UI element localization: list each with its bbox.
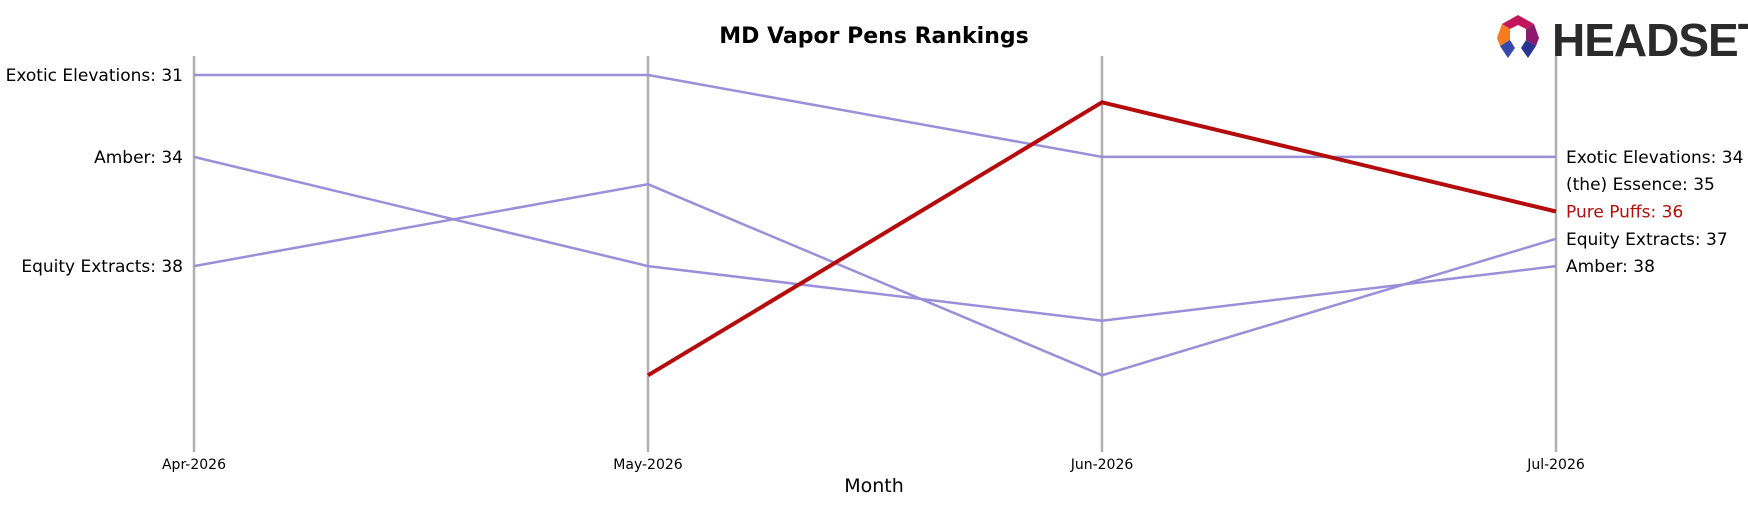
right-rank-label: Equity Extracts: 37 [1566, 230, 1728, 250]
series-line-amber [193, 155, 1557, 322]
x-tick-label: Jun-2026 [1070, 457, 1134, 473]
right-rank-label: (the) Essence: 35 [1566, 175, 1715, 195]
headset-logo: HEADSET [1497, 14, 1748, 66]
x-tick-label: May-2026 [613, 457, 682, 473]
left-rank-label: Equity Extracts: 38 [21, 257, 183, 277]
right-rank-label: Pure Puffs: 36 [1566, 203, 1683, 223]
right-rank-labels: Exotic Elevations: 34 (the) Essence: 35 Pu… [1566, 148, 1743, 277]
series-line-pure-puffs [646, 100, 1557, 378]
month-axes [192, 56, 1558, 452]
left-rank-labels: Exotic Elevations: 31 Amber: 34 Equity Ext… [6, 66, 183, 277]
x-tick-label: Jul-2026 [1526, 457, 1585, 473]
headset-wordmark: HEADSET [1552, 14, 1748, 66]
x-axis-label: Month [844, 475, 904, 497]
headset-logo-mark [1497, 15, 1539, 58]
series-line-equity-extracts [193, 182, 1557, 377]
series-lines [193, 73, 1557, 378]
left-rank-label: Amber: 34 [94, 148, 183, 168]
x-tick-label: Apr-2026 [162, 457, 226, 473]
right-rank-label: Exotic Elevations: 34 [1566, 148, 1743, 168]
left-rank-label: Exotic Elevations: 31 [6, 66, 183, 86]
right-rank-label: Amber: 38 [1566, 257, 1655, 277]
x-tick-labels: Apr-2026 May-2026 Jun-2026 Jul-2026 [162, 457, 1585, 473]
chart-title: MD Vapor Pens Rankings [719, 24, 1028, 49]
series-line-exotic-elevations [194, 73, 1556, 159]
